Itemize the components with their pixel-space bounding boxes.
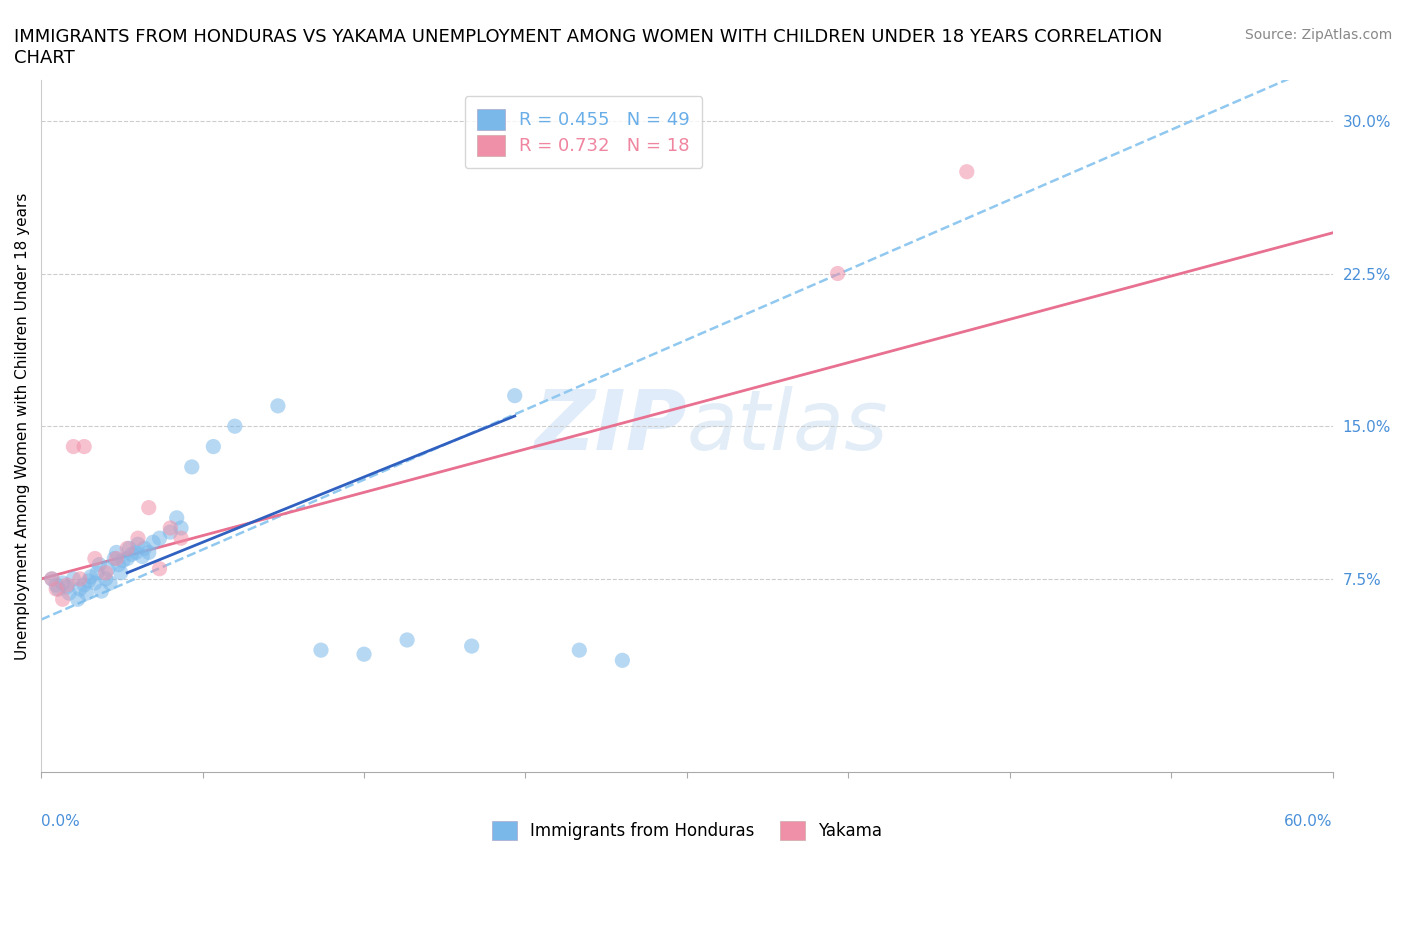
Text: 0.0%: 0.0% <box>41 814 80 829</box>
Point <box>45 578 67 592</box>
Point <box>52 576 75 591</box>
Point <box>86 565 108 580</box>
Point <box>75 586 97 601</box>
Point <box>118 541 141 556</box>
Point <box>180 459 202 474</box>
Point <box>956 165 979 179</box>
Point <box>66 591 89 606</box>
Point <box>148 562 170 577</box>
Point <box>127 531 149 546</box>
Point <box>62 571 84 586</box>
Point <box>131 549 153 564</box>
Point <box>97 562 120 577</box>
Point <box>103 551 125 566</box>
Point <box>52 591 75 606</box>
Point <box>56 578 79 592</box>
Text: IMMIGRANTS FROM HONDURAS VS YAKAMA UNEMPLOYMENT AMONG WOMEN WITH CHILDREN UNDER : IMMIGRANTS FROM HONDURAS VS YAKAMA UNEMP… <box>14 28 1163 67</box>
Point <box>568 643 591 658</box>
Point <box>107 557 129 572</box>
Point <box>84 576 107 591</box>
Text: ZIP: ZIP <box>534 386 688 467</box>
Point <box>224 418 246 433</box>
Point <box>170 531 193 546</box>
Point <box>94 565 117 580</box>
Point <box>41 571 63 586</box>
Point <box>62 439 84 454</box>
Point <box>115 541 138 556</box>
Point <box>41 571 63 586</box>
Point <box>396 632 419 647</box>
Point <box>267 398 290 413</box>
Text: atlas: atlas <box>688 386 889 467</box>
Point <box>69 571 91 586</box>
Point <box>45 581 67 596</box>
Point <box>142 535 165 550</box>
Point <box>159 525 181 539</box>
Legend: Immigrants from Honduras, Yakama: Immigrants from Honduras, Yakama <box>485 815 889 847</box>
Point <box>73 578 96 592</box>
Point <box>503 388 526 403</box>
Point <box>125 545 148 560</box>
Point <box>84 551 107 566</box>
Point <box>69 581 91 596</box>
Point <box>460 639 482 654</box>
Point <box>353 646 375 661</box>
Point <box>94 571 117 586</box>
Point <box>134 541 156 556</box>
Point <box>170 521 193 536</box>
Point <box>98 576 121 591</box>
Point <box>127 537 149 551</box>
Point <box>166 511 188 525</box>
Point <box>148 531 170 546</box>
Point <box>46 581 69 596</box>
Point <box>58 586 80 601</box>
Point <box>827 266 849 281</box>
Point <box>138 500 160 515</box>
Point <box>110 565 132 580</box>
Point <box>105 545 128 560</box>
Text: Source: ZipAtlas.com: Source: ZipAtlas.com <box>1244 28 1392 42</box>
Point <box>77 574 100 589</box>
Text: 60.0%: 60.0% <box>1284 814 1333 829</box>
Point <box>202 439 225 454</box>
Point <box>105 551 128 566</box>
Point <box>121 547 143 562</box>
Point <box>115 551 138 566</box>
Point <box>79 569 101 584</box>
Point <box>612 653 634 668</box>
Point <box>89 557 111 572</box>
Point <box>56 579 79 594</box>
Point <box>309 643 332 658</box>
Y-axis label: Unemployment Among Women with Children Under 18 years: Unemployment Among Women with Children U… <box>15 193 30 660</box>
Point <box>73 439 96 454</box>
Point <box>111 553 134 568</box>
Point <box>138 545 160 560</box>
Point <box>90 584 112 599</box>
Point <box>159 521 181 536</box>
